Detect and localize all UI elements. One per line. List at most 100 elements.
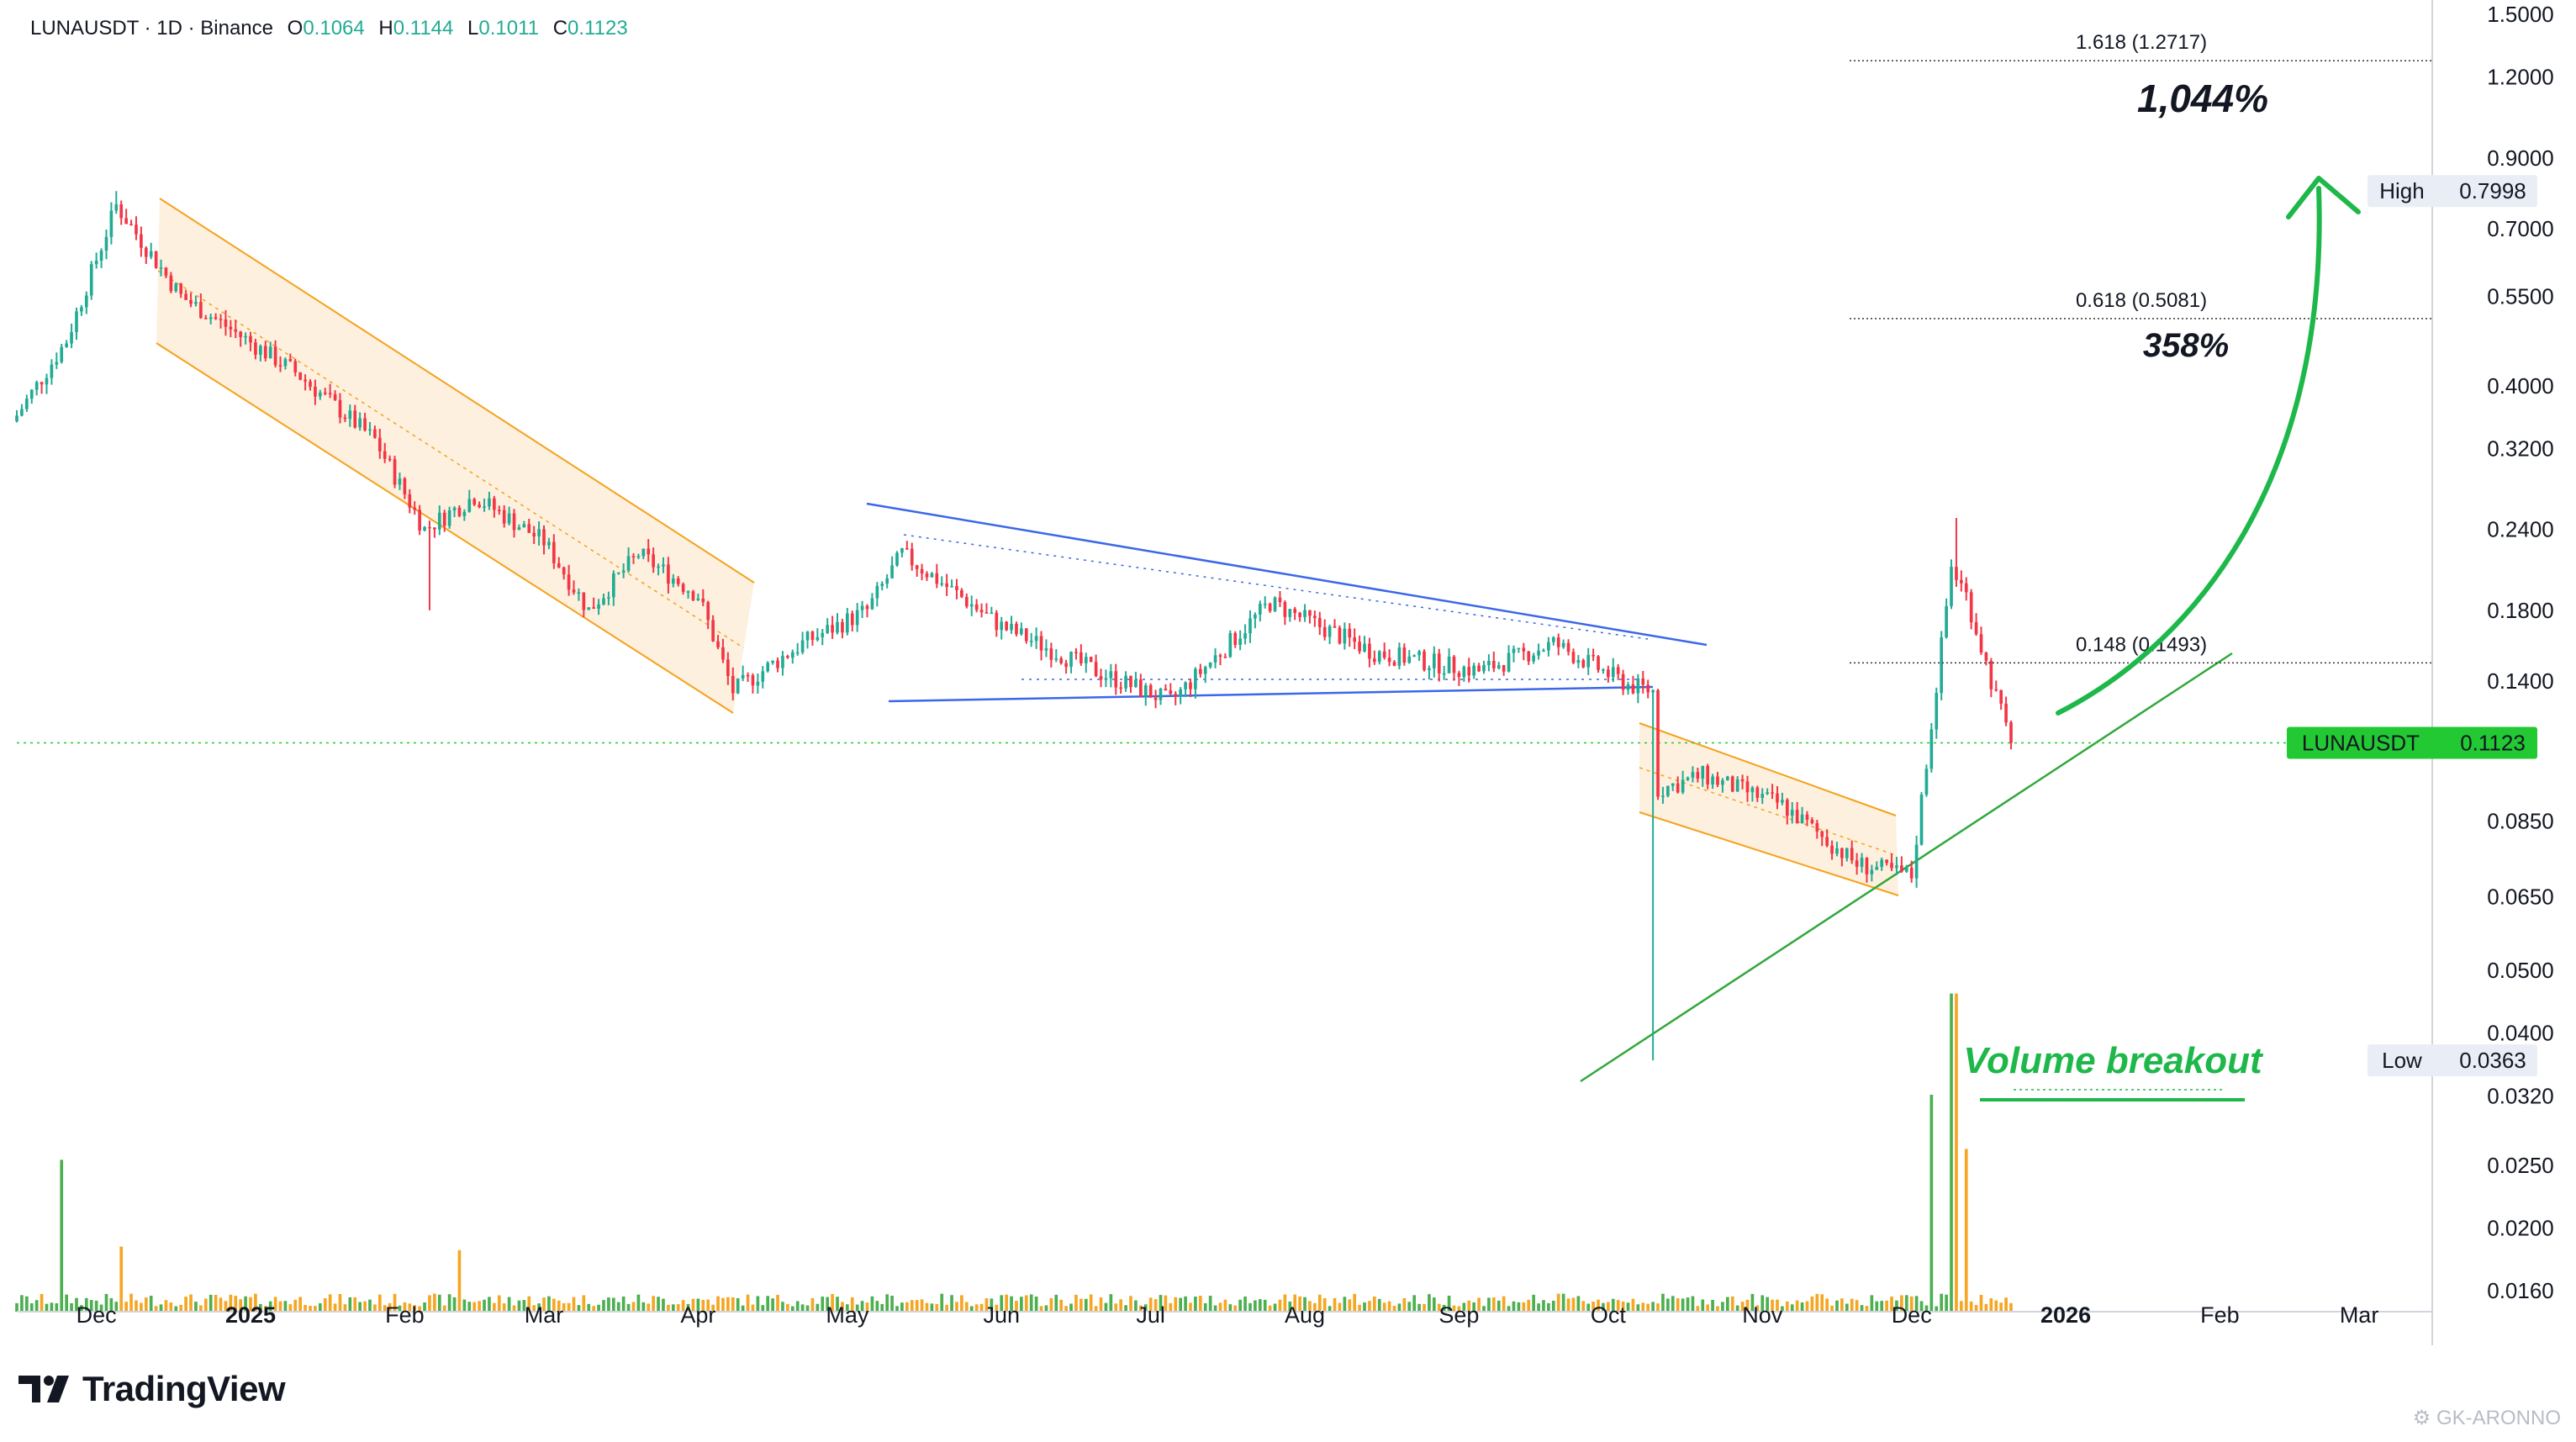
high-price-tag-value: 0.7998	[2459, 178, 2526, 203]
volume-bar	[1636, 1304, 1640, 1312]
volume-bar	[219, 1297, 223, 1312]
time-axis-tick: Oct	[1591, 1302, 1627, 1328]
volume-bar	[1373, 1296, 1376, 1312]
volume-bar	[1243, 1297, 1247, 1312]
candle-body	[447, 510, 451, 526]
price-axis-tick: 0.0160	[2487, 1278, 2554, 1303]
candle-body	[1258, 604, 1262, 615]
volume-bar	[1377, 1298, 1381, 1312]
last-price-tag-value: 0.1123	[2460, 731, 2526, 756]
candle-body	[810, 631, 815, 641]
volume-bar	[1830, 1305, 1834, 1312]
volume-bar	[1119, 1299, 1123, 1312]
volume-bar	[950, 1295, 953, 1312]
volume-bar	[164, 1300, 168, 1312]
volume-bar	[641, 1302, 646, 1312]
volume-bar	[423, 1302, 426, 1312]
volume-bar	[1263, 1299, 1267, 1312]
candle-body	[428, 526, 431, 529]
candle-body	[751, 675, 755, 686]
candle-body	[1029, 641, 1033, 642]
candle-body	[1725, 776, 1729, 781]
volume-bar	[1900, 1295, 1903, 1312]
candle-body	[1487, 660, 1491, 665]
volume-bar	[969, 1306, 974, 1312]
candle-body	[1556, 637, 1560, 647]
candle-body	[1716, 776, 1719, 785]
candle-body	[1795, 810, 1799, 824]
candle-body	[602, 598, 605, 605]
volume-bar	[1467, 1300, 1471, 1312]
candle-body	[1034, 636, 1038, 642]
volume-bar	[537, 1303, 541, 1312]
volume-bar	[119, 1246, 124, 1312]
volume-bar	[1428, 1294, 1431, 1312]
volume-bar	[1760, 1295, 1765, 1312]
price-axis-tick: 0.9000	[2487, 145, 2554, 171]
volume-bar	[109, 1297, 113, 1312]
candle-body	[34, 382, 39, 390]
candle-body	[885, 578, 889, 584]
candle-body	[1840, 848, 1844, 858]
candle-body	[358, 418, 362, 428]
volume-bar	[338, 1294, 342, 1312]
volume-bar	[1143, 1304, 1148, 1312]
candle-body	[1616, 667, 1620, 674]
volume-bar	[766, 1296, 770, 1312]
candle-body	[786, 656, 789, 658]
volume-bar	[15, 1302, 18, 1312]
volume-bar	[452, 1297, 457, 1312]
price-axis-tick: 1.5000	[2487, 2, 2554, 27]
volume-bar	[1597, 1299, 1600, 1312]
low-price-tag-label: Low	[2382, 1048, 2422, 1073]
volume-bar	[711, 1304, 715, 1312]
candle-body	[1790, 810, 1794, 816]
volume-bar	[1666, 1298, 1670, 1312]
candle-body	[1850, 848, 1854, 861]
candle-body	[1706, 765, 1710, 784]
candle-body	[214, 317, 218, 320]
candle-body	[781, 656, 784, 668]
volume-bar	[607, 1297, 610, 1312]
volume-bar	[1542, 1300, 1545, 1312]
volume-bar	[328, 1294, 332, 1312]
candle-body	[1472, 665, 1475, 676]
candle-body	[1576, 660, 1581, 663]
candle-body	[1317, 618, 1322, 627]
projection-arrowhead-icon	[2286, 176, 2361, 219]
volume-bar	[1701, 1299, 1705, 1312]
candle-body	[1730, 776, 1734, 792]
candle-body	[363, 418, 367, 430]
volume-bar	[1890, 1296, 1893, 1312]
candle-body	[1482, 664, 1486, 672]
candle-body	[1228, 632, 1233, 658]
volume-bar	[388, 1302, 392, 1312]
candle-body	[55, 362, 59, 365]
candle-body	[179, 283, 183, 294]
volume-bar	[1348, 1299, 1352, 1312]
volume-bar	[616, 1302, 620, 1312]
candle-body	[950, 585, 953, 588]
tradingview-logo[interactable]: TradingView	[18, 1369, 286, 1409]
candle-body	[746, 674, 750, 677]
high-price-tag: High 0.7998	[2367, 175, 2537, 208]
volume-bar	[1547, 1302, 1550, 1312]
volume-bar	[602, 1300, 605, 1312]
volume-bar	[1308, 1301, 1312, 1312]
volume-bar	[974, 1304, 979, 1312]
volume-bar	[696, 1298, 700, 1312]
candle-body	[1810, 819, 1814, 824]
volume-bar	[1795, 1300, 1799, 1312]
volume-bar	[547, 1296, 551, 1312]
price-axis-tick: 0.5500	[2487, 283, 2554, 309]
candle-body	[1139, 679, 1143, 697]
candle-body	[1377, 651, 1381, 663]
candle-body	[1069, 652, 1073, 667]
candle-body	[1462, 667, 1466, 678]
volume-bar	[1576, 1296, 1581, 1312]
volume-bar	[343, 1304, 347, 1312]
volume-bar	[462, 1299, 467, 1312]
volume-bar	[433, 1293, 436, 1312]
volume-bar	[447, 1294, 451, 1312]
